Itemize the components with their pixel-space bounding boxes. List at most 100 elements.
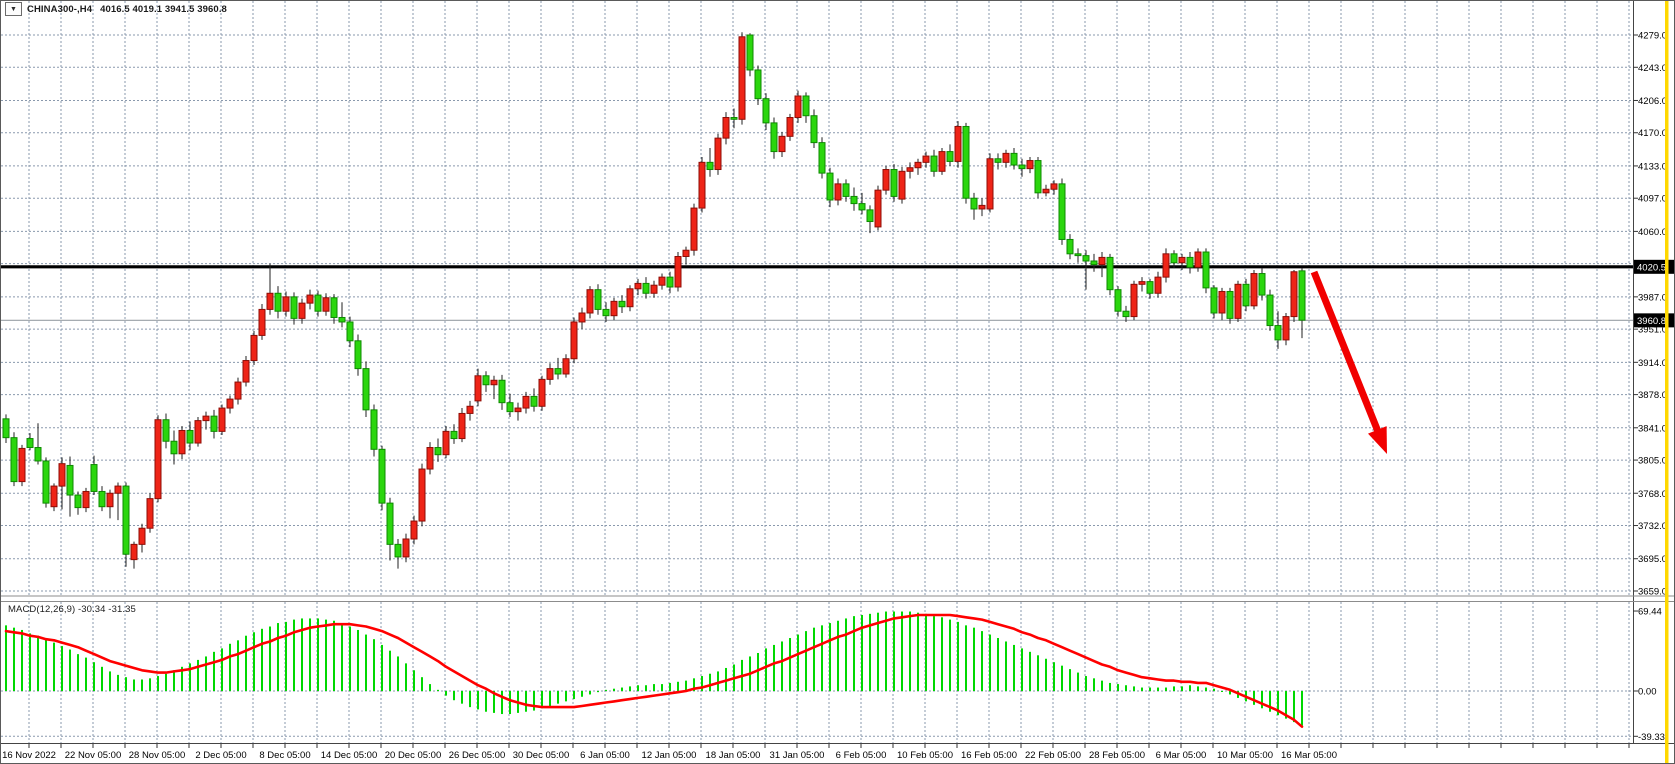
- macd-histogram-bar: [1213, 688, 1215, 691]
- macd-histogram-bar: [245, 635, 247, 691]
- macd-histogram-bar: [333, 620, 335, 691]
- macd-histogram-bar: [1301, 691, 1303, 726]
- macd-histogram-bar: [13, 627, 15, 691]
- macd-histogram-bar: [173, 670, 175, 691]
- macd-histogram-bar: [437, 689, 439, 691]
- candles-layer: [2, 32, 1306, 569]
- macd-histogram-bar: [445, 691, 447, 696]
- price-tick-label: 4133.0: [1638, 161, 1667, 172]
- macd-histogram-bar: [821, 625, 823, 691]
- macd-tick-label: 69.44: [1638, 607, 1662, 618]
- macd-histogram-bar: [285, 621, 287, 691]
- macd-histogram-bar: [1101, 680, 1103, 691]
- date-tick-label: 6 Jan 05:00: [580, 750, 630, 761]
- macd-histogram-bar: [693, 678, 695, 691]
- macd-histogram-bar: [325, 619, 327, 691]
- macd-histogram-bar: [941, 617, 943, 691]
- time-axis[interactable]: 16 Nov 2022 22 Nov 05:00 28 Nov 05:00 2 Dec…: [2, 744, 1630, 761]
- macd-histogram-bar: [869, 613, 871, 691]
- macd-histogram-bar: [1181, 686, 1183, 691]
- price-axis[interactable]: 4279.0 4243.0 4206.0 4170.0 4133.0 4097.0 4060…: [1633, 31, 1667, 743]
- macd-histogram-bar: [237, 640, 239, 691]
- price-tick-label: 4243.0: [1638, 63, 1667, 74]
- macd-tick-label: 0.00: [1638, 687, 1657, 698]
- macd-histogram-bar: [133, 679, 135, 691]
- macd-histogram-bar: [837, 620, 839, 691]
- macd-indicator-label: MACD(12,26,9) -30.34 -31.35: [8, 604, 136, 615]
- date-tick-label: 28 Nov 05:00: [129, 750, 186, 761]
- macd-histogram-bar: [477, 691, 479, 710]
- date-tick-label: 22 Feb 05:00: [1025, 750, 1081, 761]
- macd-histogram-bar: [925, 613, 927, 691]
- macd-histogram-bar: [965, 625, 967, 691]
- macd-histogram-bar: [397, 656, 399, 691]
- macd-histogram-bar: [829, 623, 831, 691]
- macd-histogram-bar: [669, 682, 671, 691]
- date-tick-label: 20 Dec 05:00: [385, 750, 442, 761]
- macd-histogram-bar: [1165, 687, 1167, 691]
- level-lines-layer: [1, 265, 1633, 321]
- macd-histogram-bar: [429, 684, 431, 691]
- macd-histogram-bar: [1229, 691, 1231, 695]
- macd-histogram-bar: [1069, 669, 1071, 691]
- macd-histogram-bar: [141, 679, 143, 691]
- macd-signal-line: [4, 613, 1304, 729]
- macd-histogram-bar: [533, 691, 535, 711]
- date-tick-label: 28 Feb 05:00: [1089, 750, 1145, 761]
- macd-histogram-bar: [261, 628, 263, 691]
- price-tick-label: 4060.0: [1638, 227, 1667, 238]
- macd-histogram-bar: [1077, 672, 1079, 691]
- macd-histogram-bar: [901, 611, 903, 691]
- sell-arrow-annotation: [1310, 270, 1387, 454]
- macd-histogram-bar: [797, 634, 799, 691]
- macd-histogram-bar: [917, 612, 919, 691]
- symbol-dropdown-button[interactable]: ▼: [5, 2, 22, 16]
- macd-histogram-bar: [93, 662, 95, 691]
- price-tick-label: 3878.0: [1638, 390, 1667, 401]
- date-tick-label: 6 Mar 05:00: [1156, 750, 1207, 761]
- price-tick-label: 3732.0: [1638, 521, 1667, 532]
- date-tick-label: 30 Dec 05:00: [513, 750, 570, 761]
- macd-histogram-bar: [125, 677, 127, 691]
- macd-histogram-bar: [373, 639, 375, 691]
- macd-histogram-bar: [181, 666, 183, 691]
- price-tick-label: 3951.0: [1638, 325, 1667, 336]
- macd-histogram-bar: [1285, 691, 1287, 719]
- price-tick-label: 3841.0: [1638, 423, 1667, 434]
- macd-histogram-bar: [1253, 691, 1255, 705]
- macd-histogram-bar: [85, 657, 87, 691]
- macd-histogram-bar: [1093, 678, 1095, 691]
- macd-histogram-bar: [1045, 658, 1047, 691]
- macd-histogram-bar: [853, 616, 855, 691]
- macd-histogram-bar: [981, 631, 983, 691]
- macd-histogram-bar: [461, 691, 463, 704]
- macd-histogram-bar: [405, 663, 407, 691]
- macd-histogram-bar: [861, 614, 863, 691]
- macd-histogram-bar: [637, 685, 639, 691]
- macd-histogram-bar: [389, 650, 391, 691]
- price-tick-label: 3659.0: [1638, 587, 1667, 598]
- macd-histogram-bar: [813, 627, 815, 691]
- macd-histogram-bar: [157, 676, 159, 691]
- macd-histogram-bar: [789, 638, 791, 691]
- macd-histogram-bar: [677, 681, 679, 691]
- frame-layer: [1, 1, 1674, 744]
- macd-histogram-bar: [1037, 655, 1039, 691]
- macd-histogram-bar: [221, 648, 223, 691]
- macd-histogram-bar: [877, 612, 879, 691]
- macd-histogram-bar: [989, 634, 991, 691]
- macd-histogram-bar: [493, 691, 495, 713]
- macd-histogram-bar: [189, 663, 191, 691]
- macd-histogram-bar: [845, 618, 847, 691]
- macd-histogram-bar: [197, 659, 199, 691]
- svg-text:4020.5: 4020.5: [1637, 262, 1666, 273]
- macd-histogram-bar: [1005, 641, 1007, 691]
- macd-histogram-bar: [949, 619, 951, 691]
- macd-histogram-bar: [61, 646, 63, 691]
- macd-histogram-bar: [101, 666, 103, 691]
- macd-histogram-bar: [485, 691, 487, 712]
- price-tick-label: 3768.0: [1638, 489, 1667, 500]
- macd-histogram-bar: [301, 618, 303, 691]
- macd-histogram-bar: [893, 611, 895, 691]
